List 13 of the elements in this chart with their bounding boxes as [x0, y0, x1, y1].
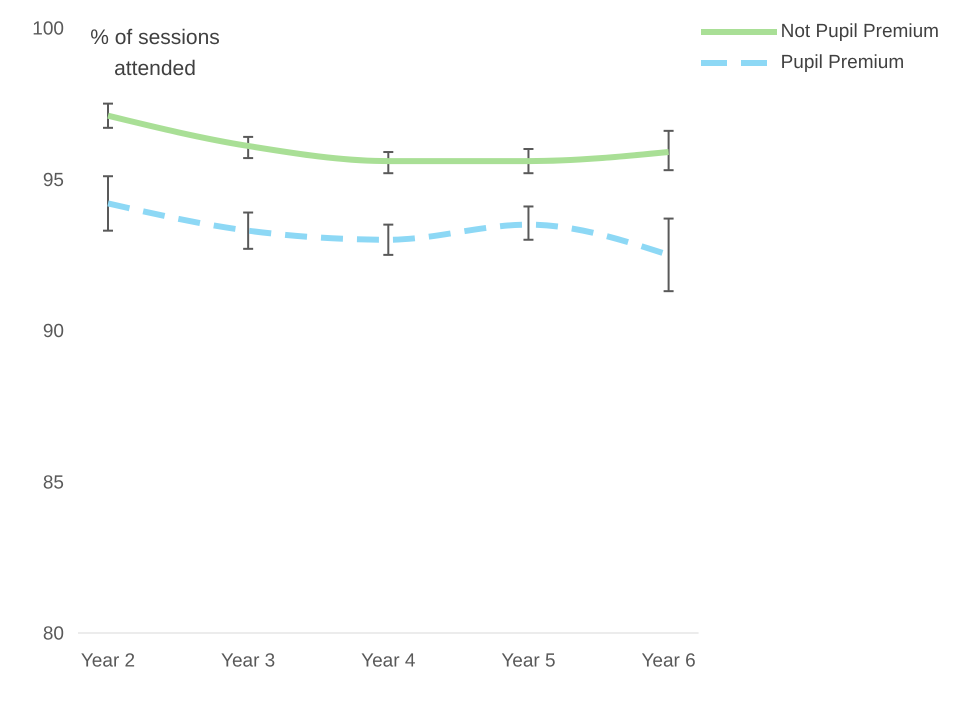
y-axis-title: % of sessions attended	[89, 25, 221, 82]
x-tick-label: Year 5	[501, 650, 556, 672]
y-tick-label: 80	[42, 624, 64, 645]
y-tick-label: 85	[42, 472, 64, 494]
y-tick-label: 100	[32, 18, 64, 40]
x-tick-label: Year 4	[361, 650, 416, 672]
x-tick-label: Year 6	[641, 650, 696, 672]
x-tick-label: Year 3	[221, 650, 276, 672]
legend-label: Not Pupil Premium	[780, 20, 939, 42]
x-tick-label: Year 2	[80, 650, 136, 672]
legend-label: Pupil Premium	[780, 52, 904, 74]
y-tick-label: 95	[42, 170, 64, 191]
y-tick-label: 90	[42, 321, 64, 342]
